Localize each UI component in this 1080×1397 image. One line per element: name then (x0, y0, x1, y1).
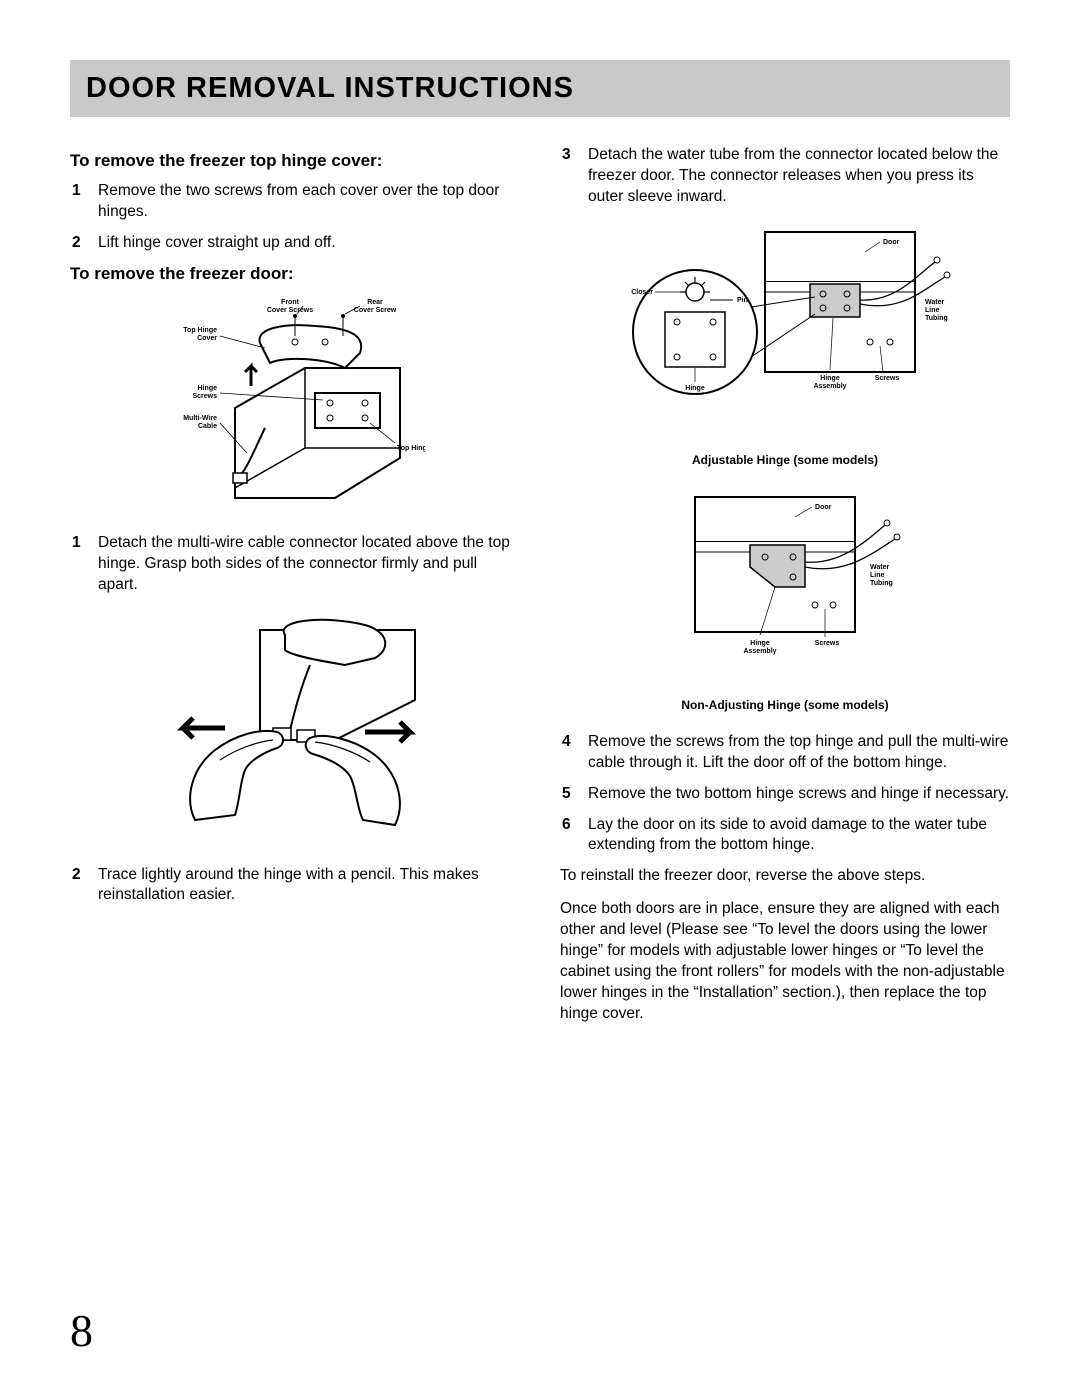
left-column: To remove the freezer top hinge cover: 1… (70, 145, 520, 1037)
step-number: 2 (72, 233, 81, 254)
label-door: Door (883, 239, 900, 246)
label-top-hinge-cover: Top HingeCover (183, 327, 217, 342)
label-water-line-tubing: WaterLineTubing (925, 299, 948, 322)
steps-freezer-door-b: 2 Trace lightly around the hinge with a p… (70, 865, 520, 907)
paragraph-reinstall: To reinstall the freezer door, reverse t… (560, 866, 1010, 887)
step-number: 1 (72, 181, 81, 202)
label-front-cover-screws: FrontCover Screws (267, 299, 313, 314)
right-column: 3 Detach the water tube from the connecto… (560, 145, 1010, 1037)
page-number: 8 (70, 1304, 93, 1357)
label-closer: Closer (631, 289, 653, 296)
step-number: 6 (562, 815, 571, 836)
diagram-connector (165, 610, 425, 840)
label-hinge-assembly: HingeAssembly (743, 640, 776, 655)
steps-freezer-door-d: 4 Remove the screws from the top hinge an… (560, 732, 1010, 857)
page: DOOR REMOVAL INSTRUCTIONS To remove the … (0, 0, 1080, 1397)
list-item: 1Detach the multi-wire cable connector l… (92, 533, 520, 596)
heading-hinge-cover: To remove the freezer top hinge cover: (70, 151, 520, 171)
step-text: Remove the two bottom hinge screws and h… (588, 785, 1009, 802)
step-text: Lay the door on its side to avoid damage… (588, 816, 987, 854)
figure-non-adjusting-hinge: Door WaterLineTubing HingeAssembly Screw… (560, 487, 1010, 712)
step-text: Detach the multi-wire cable connector lo… (98, 534, 510, 593)
label-hinge: Hinge (685, 385, 705, 392)
list-item: 6Lay the door on its side to avoid damag… (582, 815, 1010, 857)
label-pin: Pin (737, 297, 748, 304)
figure-connector-pull (70, 610, 520, 845)
figure-adjustable-hinge: Closer Pin Hinge Door WaterLineTubing Hi… (560, 222, 1010, 467)
step-text: Detach the water tube from the connector… (588, 146, 998, 205)
label-hinge-screws: HingeScrews (192, 385, 217, 400)
heading-freezer-door: To remove the freezer door: (70, 264, 520, 284)
label-rear-cover-screw: RearCover Screw (354, 299, 397, 314)
label-screws: Screws (875, 375, 900, 382)
step-number: 3 (562, 145, 571, 166)
title-bar: DOOR REMOVAL INSTRUCTIONS (70, 60, 1010, 117)
label-screws: Screws (815, 640, 840, 647)
page-title: DOOR REMOVAL INSTRUCTIONS (86, 72, 994, 105)
diagram-non-adjusting-hinge: Door WaterLineTubing HingeAssembly Screw… (655, 487, 915, 687)
label-door: Door (815, 504, 832, 511)
figure-top-hinge: FrontCover Screws RearCover Screw Top Hi… (70, 298, 520, 513)
steps-freezer-door-c: 3 Detach the water tube from the connecto… (560, 145, 1010, 208)
steps-hinge-cover: 1 Remove the two screws from each cover o… (70, 181, 520, 254)
diagram-adjustable-hinge: Closer Pin Hinge Door WaterLineTubing Hi… (615, 222, 955, 442)
step-number: 5 (562, 784, 571, 805)
label-water-line-tubing: WaterLineTubing (870, 564, 893, 587)
list-item: 4Remove the screws from the top hinge an… (582, 732, 1010, 774)
label-multi-wire-cable: Multi-WireCable (183, 415, 217, 430)
step-text: Lift hinge cover straight up and off. (98, 234, 336, 251)
paragraph-alignment: Once both doors are in place, ensure the… (560, 899, 1010, 1025)
list-item: 2Trace lightly around the hinge with a p… (92, 865, 520, 907)
list-item: 3Detach the water tube from the connecto… (582, 145, 1010, 208)
step-text: Remove the screws from the top hinge and… (588, 733, 1008, 771)
label-hinge-assembly: HingeAssembly (813, 375, 846, 390)
figure-caption: Non-Adjusting Hinge (some models) (560, 698, 1010, 712)
content-columns: To remove the freezer top hinge cover: 1… (70, 145, 1010, 1037)
step-text: Remove the two screws from each cover ov… (98, 182, 499, 220)
step-number: 4 (562, 732, 571, 753)
diagram-top-hinge: FrontCover Screws RearCover Screw Top Hi… (165, 298, 425, 508)
list-item: 1Remove the two screws from each cover o… (92, 181, 520, 223)
step-number: 2 (72, 865, 81, 886)
label-top-hinge: Top Hinge (397, 445, 425, 452)
step-text: Trace lightly around the hinge with a pe… (98, 866, 479, 904)
step-number: 1 (72, 533, 81, 554)
figure-caption: Adjustable Hinge (some models) (560, 453, 1010, 467)
steps-freezer-door-a: 1 Detach the multi-wire cable connector l… (70, 533, 520, 596)
list-item: 5Remove the two bottom hinge screws and … (582, 784, 1010, 805)
list-item: 2Lift hinge cover straight up and off. (92, 233, 520, 254)
